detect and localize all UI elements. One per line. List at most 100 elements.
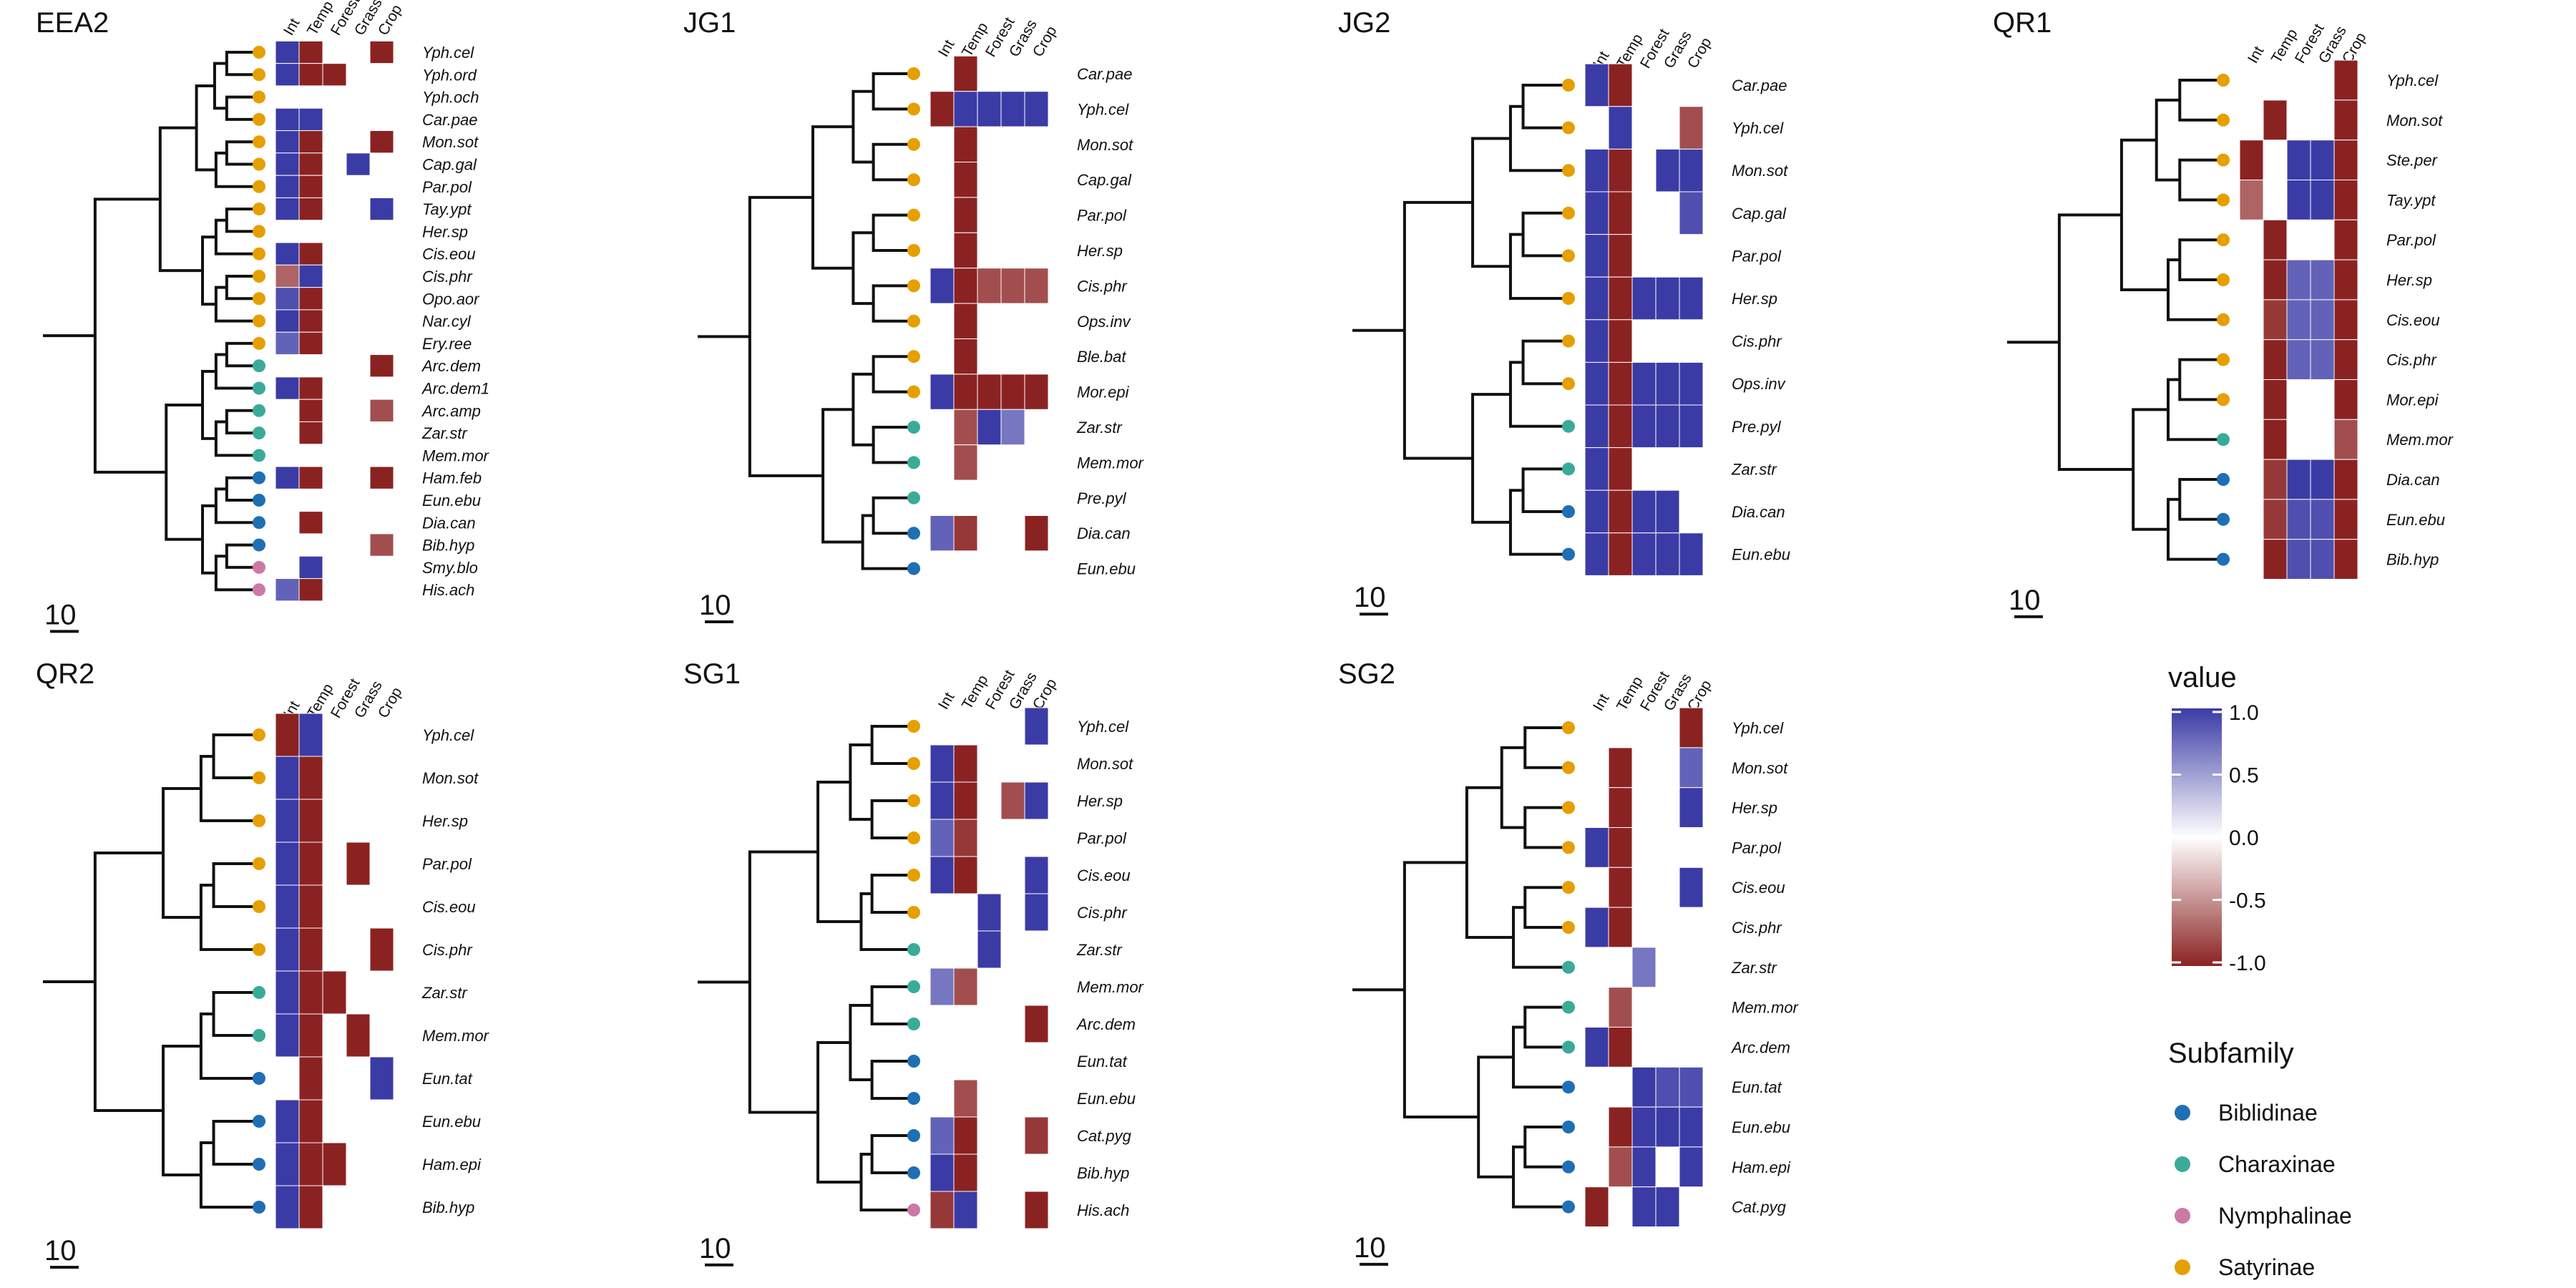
heat-cell [2333, 299, 2358, 341]
tip-marker [253, 449, 265, 462]
legend-subfamily-label: Satyrinae [2218, 1254, 2315, 1280]
heat-cell [2263, 379, 2288, 420]
heat-cell [930, 781, 955, 820]
tip-marker [1562, 121, 1575, 135]
panel-qr1-tree-branch [2155, 98, 2180, 182]
tip-marker [1562, 960, 1575, 974]
heat-cell [275, 331, 300, 356]
panel-sg2-tree-branch [1523, 886, 1568, 929]
tip-marker [253, 381, 265, 395]
legend-subfamily-label: Charaxinae [2218, 1151, 2336, 1177]
heat-cell [275, 40, 300, 64]
panel-eea2-title: EEA2 [36, 7, 109, 39]
heat-cell [977, 91, 1002, 127]
tip-label: Cis.eou [1077, 867, 1131, 884]
heat-cell [1608, 532, 1633, 576]
heat-cell [275, 1099, 300, 1143]
tip-marker [253, 270, 265, 283]
tip-marker [1562, 761, 1575, 774]
tip-label: Car.pae [1732, 77, 1787, 94]
tip-marker [1562, 921, 1575, 934]
tip-label: Dia.can [1732, 503, 1785, 521]
heat-cell [275, 242, 300, 265]
tip-marker [907, 943, 920, 956]
tip-label: Yph.cel [1732, 719, 1784, 737]
tip-label: Zar.str [1076, 419, 1123, 436]
heat-cell [1608, 489, 1633, 534]
heat-cell [1584, 148, 1609, 192]
heat-cell [2333, 379, 2358, 420]
tip-label: Mon.sot [422, 769, 479, 787]
panel-eea2-tree-branch [214, 286, 259, 323]
tip-marker [907, 720, 920, 733]
heat-cell [1608, 787, 1633, 828]
heat-cell [298, 287, 323, 311]
heat-cell [322, 63, 347, 87]
tip-marker [253, 1158, 265, 1171]
heat-cell [2286, 499, 2311, 540]
tip-label: Cap.gal [1077, 171, 1132, 189]
heat-cell [275, 287, 300, 311]
tip-marker [253, 943, 265, 956]
heat-cell [346, 152, 371, 176]
heat-cell [953, 338, 978, 375]
panel-qr2-tree-branch [212, 991, 259, 1037]
heat-cell [275, 466, 300, 489]
heat-cell [1608, 319, 1633, 363]
tip-marker [253, 157, 265, 171]
heat-cell [1024, 268, 1049, 304]
heat-cell [977, 409, 1002, 446]
tip-label: Cis.phr [2386, 351, 2437, 369]
tip-label: Her.sp [2386, 271, 2432, 289]
tip-marker [253, 986, 265, 999]
heat-cell [369, 399, 394, 422]
tip-label: Mem.mor [1732, 999, 1800, 1017]
heat-cell [369, 927, 394, 972]
tip-label: Cat.pyg [1077, 1127, 1132, 1145]
panel-jg1-tree-branch [872, 284, 914, 323]
tip-label: Mor.epi [1077, 384, 1130, 401]
tip-marker [907, 208, 920, 222]
tip-marker [1562, 164, 1575, 177]
panel-sg2-tree-branch [1523, 726, 1568, 769]
panel-sg1-title: SG1 [683, 658, 741, 690]
tip-label: Zar.str [1731, 460, 1777, 478]
heat-cell [1584, 319, 1609, 363]
tip-label: Ery.ree [422, 335, 472, 353]
tip-label: Cis.eou [2386, 311, 2440, 329]
heat-cell [953, 1191, 978, 1229]
panel-eea2-tree-branch [93, 197, 167, 474]
tip-marker [907, 1166, 920, 1179]
heat-cell [2286, 459, 2311, 500]
tip-label: His.ach [422, 581, 474, 599]
tip-label: Her.sp [1077, 242, 1123, 260]
panel-jg2-tree-branch [1402, 200, 1473, 460]
tip-marker [2217, 193, 2230, 207]
tip-marker [253, 336, 265, 350]
tip-marker [2217, 512, 2230, 526]
legend-subfamily-dot [2175, 1208, 2190, 1224]
tip-label: Her.sp [1732, 290, 1777, 308]
tip-label: Par.pol [1732, 839, 1782, 857]
heat-cell [1655, 489, 1680, 534]
tip-marker [907, 1092, 920, 1105]
legend-subfamily-label: Biblidinae [2218, 1100, 2318, 1126]
panel-sg2-col-label: Int [1590, 691, 1613, 714]
heat-cell [275, 264, 300, 288]
heat-cell [298, 1142, 323, 1186]
heat-cell [2263, 219, 2288, 260]
tip-label: Mem.mor [422, 447, 490, 464]
panel-sg1-tree-branch [859, 1153, 914, 1211]
tip-label: Pre.pyl [1732, 418, 1782, 436]
tip-label: Eun.ebu [1732, 1118, 1790, 1136]
tip-label: Cat.pyg [1732, 1199, 1787, 1216]
tip-marker [907, 1055, 920, 1068]
heat-cell [369, 197, 394, 221]
heat-cell [1608, 907, 1633, 948]
heat-cell [275, 756, 300, 800]
heat-cell [369, 130, 394, 154]
heat-cell [1608, 827, 1633, 868]
heat-cell [1655, 276, 1680, 321]
heat-cell [298, 841, 323, 886]
